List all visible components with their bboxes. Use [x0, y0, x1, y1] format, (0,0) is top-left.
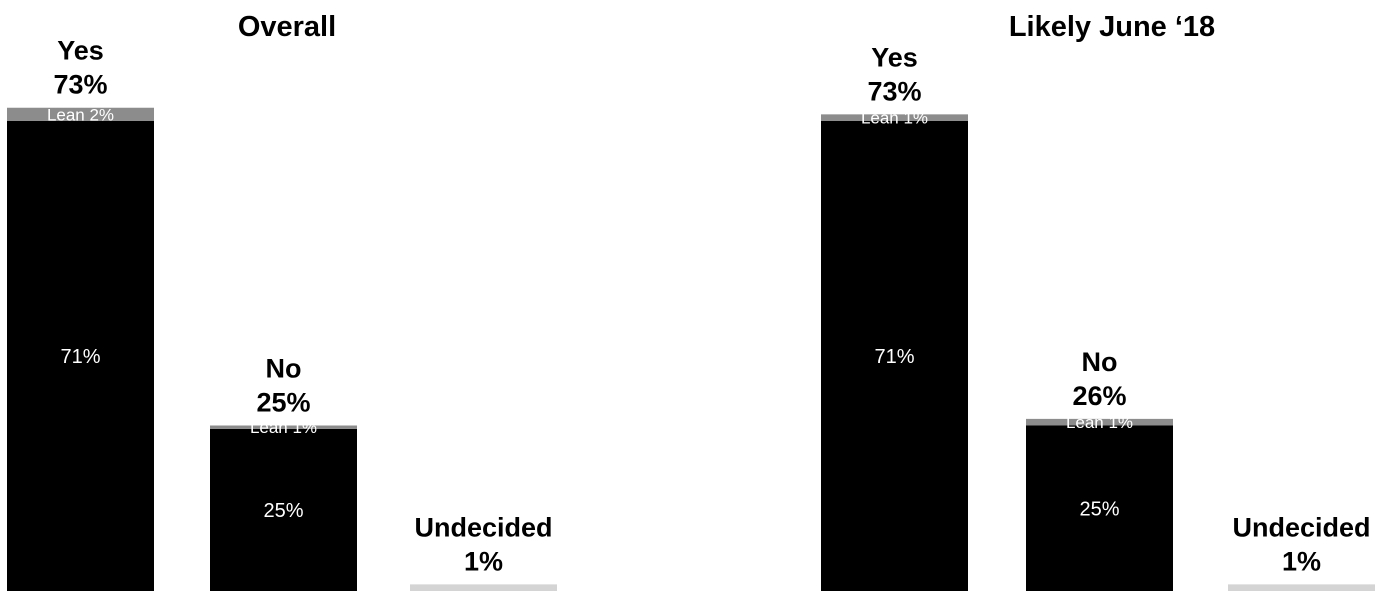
chart2-bar-yes-lean	[821, 114, 968, 121]
chart1-bar-yes-firm	[7, 120, 154, 591]
chart1-category-label-no: No	[266, 354, 302, 384]
chart1-segment-label-no-lean: Lean 1%	[250, 418, 317, 437]
chart2-bar-no-lean	[1026, 418, 1173, 426]
chart1-segment-label-yes-lean: Lean 2%	[47, 105, 114, 124]
chart1-bar-undecided-undecided	[410, 584, 557, 591]
chart2-bar-yes-firm	[821, 120, 968, 591]
chart1-total-label-undecided: 1%	[464, 546, 503, 576]
chart1-total-label-no: 25%	[256, 388, 310, 418]
chart2-category-label-no: No	[1082, 347, 1118, 377]
chart1-bar-yes-lean	[7, 107, 154, 121]
chart2-bar-undecided-undecided	[1228, 584, 1375, 591]
chart1-category-label-yes: Yes	[57, 36, 104, 66]
chart2-total-label-undecided: 1%	[1282, 546, 1321, 576]
chart2-total-label-no: 26%	[1072, 381, 1126, 411]
chart1-segment-label-yes-firm: 71%	[60, 346, 100, 368]
chart2-segment-label-yes-firm: 71%	[874, 346, 914, 368]
chart1-bar-no-lean	[210, 425, 357, 429]
chart2-segment-label-no-firm: 25%	[1079, 498, 1119, 520]
chart1-category-label-undecided: Undecided	[414, 512, 552, 542]
chart2-category-label-undecided: Undecided	[1232, 512, 1370, 542]
chart2-title: Likely June ‘18	[1009, 11, 1215, 43]
chart2-bar-no-firm	[1026, 425, 1173, 591]
chart2-total-label-yes: 73%	[867, 76, 921, 106]
chart2-category-label-yes: Yes	[871, 42, 918, 72]
chart2-segment-label-no-lean: Lean 1%	[1066, 413, 1133, 432]
chart1-segment-label-no-firm: 25%	[263, 500, 303, 522]
chart1-title: Overall	[238, 11, 336, 43]
chart1-total-label-yes: 73%	[53, 70, 107, 100]
chart2-segment-label-yes-lean: Lean 1%	[861, 109, 928, 128]
chart1-bar-no-firm	[210, 428, 357, 591]
